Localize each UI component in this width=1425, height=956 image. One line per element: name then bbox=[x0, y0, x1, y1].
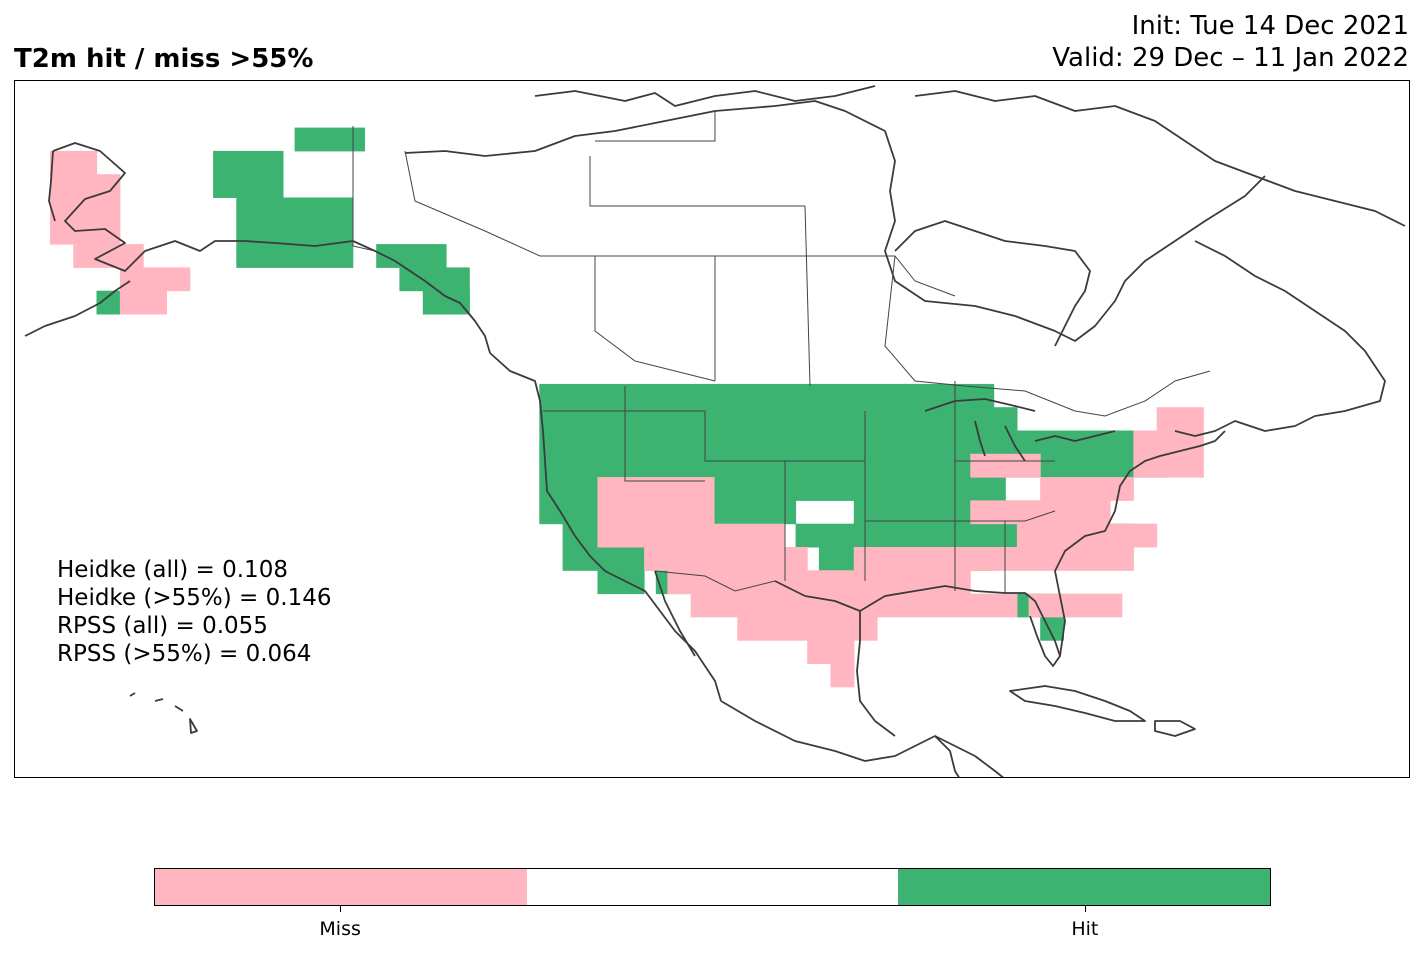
colorbar-segment bbox=[526, 869, 899, 905]
coastline-gulf bbox=[774, 580, 1061, 667]
miss-cell bbox=[1133, 430, 1204, 455]
miss-cell bbox=[50, 174, 121, 222]
miss-cell bbox=[597, 523, 785, 548]
coastline-west bbox=[489, 352, 722, 702]
hit-cell bbox=[714, 500, 785, 525]
miss-cell bbox=[1040, 477, 1134, 501]
miss-cell bbox=[970, 453, 1041, 478]
hit-cell bbox=[236, 197, 354, 268]
miss-cell bbox=[690, 593, 1018, 618]
coastline-hudson-bay bbox=[894, 220, 1091, 347]
coastline-central-america bbox=[934, 735, 1004, 777]
miss-cell bbox=[644, 547, 808, 571]
coastline-hispaniola bbox=[1154, 720, 1196, 737]
miss-cell bbox=[853, 547, 995, 571]
border-provinces bbox=[404, 111, 811, 387]
heidke-55: Heidke (>55%) = 0.146 bbox=[57, 585, 332, 611]
miss-cell bbox=[970, 500, 1111, 525]
colorbar bbox=[154, 868, 1271, 906]
rpss-all: RPSS (all) = 0.055 bbox=[57, 613, 268, 639]
hit-cell bbox=[96, 290, 121, 315]
miss-cell bbox=[807, 640, 855, 664]
miss-cell bbox=[830, 663, 855, 688]
coastline-great-lakes bbox=[924, 398, 1116, 462]
miss-cell bbox=[737, 616, 878, 641]
hit-cell bbox=[539, 407, 1018, 455]
date-info: Init: Tue 14 Dec 2021 Valid: 29 Dec – 11… bbox=[1052, 10, 1409, 74]
coastline-labrador bbox=[1174, 240, 1386, 437]
miss-cell bbox=[73, 244, 144, 268]
political-borders bbox=[352, 111, 1211, 593]
colorbar-segment bbox=[155, 869, 527, 905]
colorbar-segment bbox=[898, 869, 1271, 905]
miss-cell bbox=[597, 477, 715, 501]
coastline-hawaii bbox=[129, 692, 198, 734]
miss-cell bbox=[1156, 407, 1204, 431]
coastline-cuba bbox=[1009, 685, 1146, 722]
rpss-55: RPSS (>55%) = 0.064 bbox=[57, 641, 312, 667]
hit-cell bbox=[294, 127, 365, 152]
miss-cell bbox=[1133, 453, 1204, 478]
miss-cell bbox=[667, 570, 785, 595]
coastline-alaska-west bbox=[24, 150, 131, 337]
colorbar-label: Hit bbox=[1071, 918, 1099, 940]
miss-cell bbox=[119, 267, 191, 292]
miss-cell bbox=[50, 220, 121, 245]
map-panel bbox=[14, 80, 1410, 778]
coastline-alaska bbox=[52, 142, 491, 354]
coastline-canada-north bbox=[404, 100, 1266, 342]
miss-cell bbox=[50, 150, 98, 175]
hit-cell bbox=[539, 453, 1169, 478]
colorbar-tick bbox=[1084, 906, 1086, 912]
init-date: Init: Tue 14 Dec 2021 bbox=[1131, 11, 1409, 41]
hit-cell bbox=[597, 570, 645, 595]
hit-cell bbox=[376, 244, 447, 268]
map-canvas bbox=[24, 85, 1406, 777]
colorbar-tick bbox=[340, 906, 342, 912]
coastline-east bbox=[1054, 430, 1226, 657]
valid-range: Valid: 29 Dec – 11 Jan 2022 bbox=[1052, 43, 1409, 73]
border-us-mexico bbox=[654, 570, 776, 592]
heidke-all: Heidke (all) = 0.108 bbox=[57, 557, 288, 583]
miss-cell bbox=[1028, 593, 1123, 618]
colorbar-label: Miss bbox=[319, 918, 361, 940]
border-alaska-canada bbox=[352, 126, 376, 252]
hit-cell bbox=[399, 267, 470, 292]
map-title: T2m hit / miss >55% bbox=[14, 44, 314, 74]
miss-cell bbox=[993, 547, 1134, 571]
miss-cell bbox=[119, 290, 167, 315]
hit-cell bbox=[213, 150, 284, 198]
border-us-canada bbox=[540, 255, 1211, 417]
coastlines bbox=[24, 85, 1406, 777]
coastline-mexico-gulf bbox=[720, 611, 976, 762]
miss-cell bbox=[597, 500, 715, 525]
skill-scores: Heidke (all) = 0.108 Heidke (>55%) = 0.1… bbox=[57, 556, 331, 668]
hit-cell bbox=[539, 383, 995, 408]
border-us-states bbox=[543, 381, 1056, 593]
coastline-arctic-islands bbox=[534, 85, 1406, 227]
hit-cell bbox=[422, 290, 470, 315]
miss-cell bbox=[760, 570, 971, 595]
